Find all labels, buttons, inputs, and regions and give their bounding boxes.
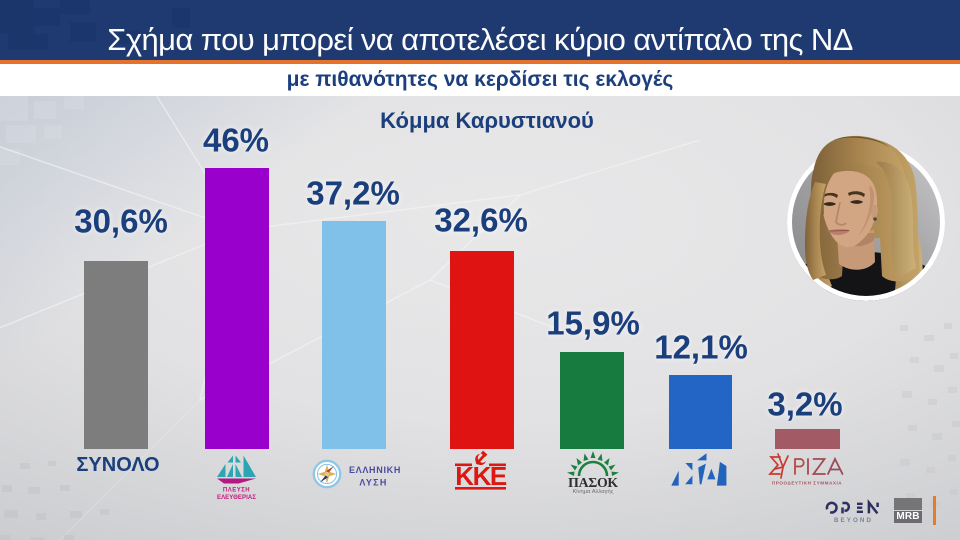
svg-text:BEYOND: BEYOND (834, 517, 873, 524)
svg-text:ΕΛΕΥΘΕΡΙΑΣ: ΕΛΕΥΘΕΡΙΑΣ (217, 495, 256, 500)
svg-text:KKE: KKE (455, 461, 507, 491)
svg-text:ΠΛΕΥΣΗ: ΠΛΕΥΣΗ (223, 488, 250, 494)
svg-text:ΠΡΟΟΔΕΥΤΙΚΗ ΣΥΜΜΑΧΙΑ: ΠΡΟΟΔΕΥΤΙΚΗ ΣΥΜΜΑΧΙΑ (772, 481, 842, 486)
svg-text:ΠΑΣΟΚ: ΠΑΣΟΚ (568, 475, 618, 490)
svg-text:Κίνημα Αλλαγής: Κίνημα Αλλαγής (572, 488, 613, 494)
svg-text:ΛΥΣΗ: ΛΥΣΗ (359, 477, 387, 487)
svg-text:ΕΛΛΗΝΙΚΗ: ΕΛΛΗΝΙΚΗ (349, 465, 401, 475)
